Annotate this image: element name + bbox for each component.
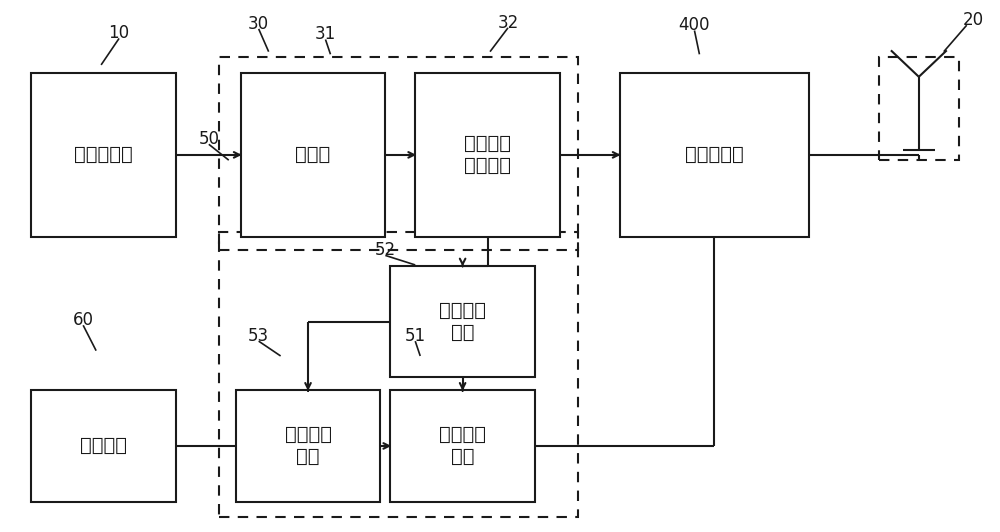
Text: 功率放大器: 功率放大器 [74, 145, 133, 164]
Bar [236, 390, 380, 502]
Bar [390, 266, 535, 377]
Text: 60: 60 [73, 311, 94, 329]
Bar [415, 73, 560, 237]
Bar [219, 57, 578, 250]
Text: 监测控制
单元: 监测控制 单元 [439, 301, 486, 342]
Text: 50: 50 [198, 130, 219, 148]
Text: 51: 51 [405, 327, 426, 345]
Text: 升压电路
单元: 升压电路 单元 [285, 426, 332, 467]
Text: 负载模块: 负载模块 [80, 436, 127, 455]
Bar [620, 73, 809, 237]
Bar [241, 73, 385, 237]
Text: 31: 31 [315, 25, 336, 43]
Bar [31, 390, 176, 502]
Text: 天线开关
切换单元: 天线开关 切换单元 [464, 135, 511, 176]
Text: 可调耦合器: 可调耦合器 [685, 145, 744, 164]
Bar [31, 73, 176, 237]
Text: 20: 20 [963, 11, 984, 29]
Text: 32: 32 [497, 13, 519, 31]
Text: 检波储能
单元: 检波储能 单元 [439, 426, 486, 467]
Text: 53: 53 [248, 327, 269, 345]
Text: 10: 10 [108, 24, 130, 42]
Text: 30: 30 [248, 14, 269, 32]
Bar [390, 390, 535, 502]
Bar [219, 231, 578, 518]
Text: 双工器: 双工器 [295, 145, 331, 164]
Text: 52: 52 [375, 241, 396, 259]
Bar [879, 57, 959, 160]
Text: 400: 400 [679, 16, 710, 34]
